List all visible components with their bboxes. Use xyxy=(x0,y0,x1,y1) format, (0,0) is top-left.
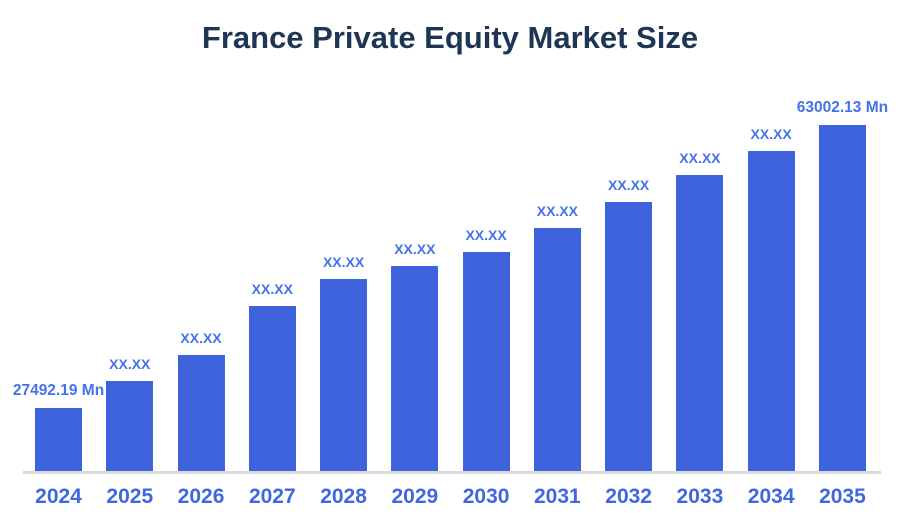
bar xyxy=(106,381,154,471)
bar xyxy=(462,252,510,471)
bar-value-label: XX.XX xyxy=(679,150,721,166)
bar-group: XX.XX xyxy=(676,150,724,471)
bar xyxy=(35,408,82,471)
bar xyxy=(605,202,653,471)
x-axis-label: 2030 xyxy=(462,485,510,508)
bar-group: XX.XX xyxy=(177,330,225,471)
x-axis-label: 2029 xyxy=(391,485,439,508)
x-axis-label: 2028 xyxy=(320,485,367,508)
bar-group: XX.XX xyxy=(605,177,653,471)
x-axis-label: 2034 xyxy=(747,485,795,508)
bar xyxy=(747,151,795,471)
bar xyxy=(248,306,296,471)
bar-group: XX.XX xyxy=(391,241,439,471)
x-axis-line xyxy=(23,471,881,474)
bar-group: XX.XX xyxy=(320,254,368,471)
bar xyxy=(676,175,724,471)
bar xyxy=(533,228,581,471)
x-axis-label: 2027 xyxy=(248,485,296,508)
bar-value-label: XX.XX xyxy=(536,203,578,219)
bar-value-label: XX.XX xyxy=(394,241,436,257)
bar-group: 63002.13 Mn xyxy=(797,99,888,471)
x-axis-label: 2031 xyxy=(534,485,581,508)
chart-title: France Private Equity Market Size xyxy=(201,20,699,55)
bar-group: XX.XX xyxy=(106,356,154,471)
x-axis-labels: 2024 2025 2026 2027 2028 2029 2030 2031 2032 2033… xyxy=(35,486,866,507)
bar xyxy=(391,266,439,471)
x-axis-label: 2025 xyxy=(106,485,154,508)
x-axis-label: 2032 xyxy=(605,485,652,508)
bar-group: XX.XX xyxy=(747,126,795,471)
bar-value-label: XX.XX xyxy=(608,177,650,193)
bar-group: XX.XX xyxy=(248,281,296,471)
bar-group: 27492.19 Mn xyxy=(13,382,104,471)
bar-group: XX.XX xyxy=(462,227,510,471)
bar-value-label: XX.XX xyxy=(251,281,293,297)
x-axis-label: 2035 xyxy=(819,485,866,508)
x-axis-label: 2024 xyxy=(35,485,82,508)
bar-value-label: XX.XX xyxy=(750,126,792,142)
bar-group: XX.XX xyxy=(533,203,581,471)
bar xyxy=(177,355,225,471)
bar xyxy=(320,279,368,471)
bar-value-label: XX.XX xyxy=(322,254,365,270)
bar-series: 27492.19 Mn XX.XX XX.XX XX.XX XX.XX XX.XX XX.X… xyxy=(13,71,888,471)
bar-value-label: XX.XX xyxy=(180,330,222,346)
bar-value-label: XX.XX xyxy=(109,356,151,372)
bar-value-label: XX.XX xyxy=(465,227,507,243)
x-axis-label: 2033 xyxy=(676,485,724,508)
bar-value-label: 63002.13 Mn xyxy=(796,98,889,116)
bar xyxy=(818,125,866,471)
bar-value-label: 27492.19 Mn xyxy=(12,381,105,399)
x-axis-label: 2026 xyxy=(177,485,225,508)
